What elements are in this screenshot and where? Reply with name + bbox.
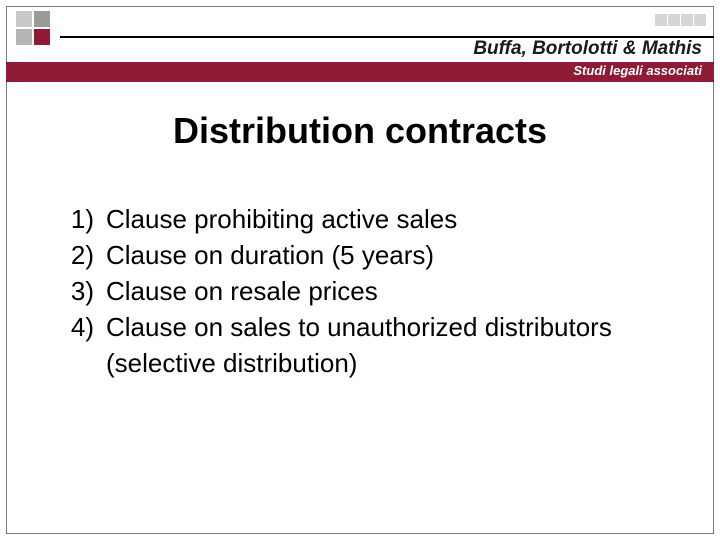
firm-subtitle: Studi legali associati <box>573 63 702 78</box>
firm-name: Buffa, Bortolotti & Mathis <box>473 38 702 60</box>
decor-squares <box>655 14 706 26</box>
list-item: 2) Clause on duration (5 years) <box>58 238 680 274</box>
logo-squares <box>16 11 50 45</box>
list-text: Clause on resale prices <box>106 274 680 310</box>
decor-square <box>655 14 667 26</box>
decor-square <box>668 14 680 26</box>
logo-square-4 <box>34 29 50 45</box>
list-item: 3) Clause on resale prices <box>58 274 680 310</box>
list-text: Clause on sales to unauthorized distribu… <box>106 310 680 382</box>
list-number: 3) <box>58 274 106 310</box>
list-item: 4) Clause on sales to unauthorized distr… <box>58 310 680 382</box>
logo-square-3 <box>16 29 32 45</box>
list-number: 1) <box>58 202 106 238</box>
list-text: Clause prohibiting active sales <box>106 202 680 238</box>
list-item: 1) Clause prohibiting active sales <box>58 202 680 238</box>
slide-title: Distribution contracts <box>40 110 680 152</box>
slide-content: Distribution contracts 1) Clause prohibi… <box>40 110 680 520</box>
decor-square <box>694 14 706 26</box>
logo-square-2 <box>34 11 50 27</box>
slide-header: Buffa, Bortolotti & Mathis Studi legali … <box>6 6 714 78</box>
list-number: 2) <box>58 238 106 274</box>
list-number: 4) <box>58 310 106 382</box>
decor-square <box>681 14 693 26</box>
slide-list: 1) Clause prohibiting active sales 2) Cl… <box>40 202 680 381</box>
list-text: Clause on duration (5 years) <box>106 238 680 274</box>
logo-square-1 <box>16 11 32 27</box>
